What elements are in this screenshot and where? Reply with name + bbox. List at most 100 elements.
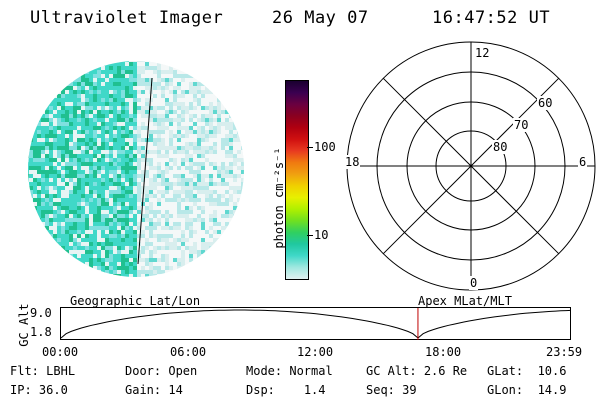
uv-pixel <box>81 146 85 150</box>
uv-pixel <box>217 98 221 102</box>
uv-pixel <box>201 230 205 234</box>
uv-pixel <box>125 166 129 170</box>
uv-pixel <box>73 174 77 178</box>
uv-pixel <box>229 210 233 214</box>
uv-pixel <box>28 118 29 122</box>
uv-pixel <box>89 234 93 238</box>
uv-pixel <box>93 226 97 230</box>
uv-pixel <box>145 102 149 106</box>
uv-pixel <box>181 102 185 106</box>
uv-pixel <box>45 114 49 118</box>
uv-pixel <box>153 150 157 154</box>
uv-pixel <box>105 110 109 114</box>
uv-pixel <box>53 126 57 130</box>
uv-pixel <box>129 102 133 106</box>
uv-pixel <box>53 182 57 186</box>
uv-pixel <box>133 234 137 238</box>
uv-pixel <box>189 94 193 98</box>
uv-pixel <box>189 198 193 202</box>
uv-pixel <box>165 154 169 158</box>
uv-pixel <box>185 74 189 78</box>
uv-pixel <box>197 270 201 274</box>
uv-pixel <box>157 258 161 262</box>
uv-pixel <box>149 246 153 250</box>
uv-pixel <box>49 238 53 242</box>
uv-pixel <box>145 182 149 186</box>
uv-pixel <box>241 90 244 94</box>
uv-pixel <box>245 78 247 82</box>
uv-pixel <box>245 158 247 162</box>
uv-pixel <box>177 242 181 246</box>
uv-pixel <box>153 250 157 254</box>
uv-pixel <box>61 222 65 226</box>
uv-pixel <box>65 262 69 266</box>
orbit-altitude-curve <box>60 309 572 339</box>
uv-pixel <box>161 194 165 198</box>
uv-pixel <box>205 182 209 186</box>
uv-pixel <box>241 254 244 258</box>
uv-pixel <box>113 82 117 86</box>
uv-pixel <box>237 226 241 230</box>
uv-pixel <box>97 98 101 102</box>
uv-pixel <box>85 182 89 186</box>
uv-pixel <box>69 114 73 118</box>
uv-pixel <box>81 66 85 70</box>
uv-pixel <box>133 142 137 146</box>
uv-pixel <box>173 61 177 62</box>
uv-pixel <box>49 154 53 158</box>
uv-pixel <box>133 222 137 226</box>
uv-pixel <box>141 214 145 218</box>
uv-pixel <box>97 66 101 70</box>
uv-pixel <box>137 190 141 194</box>
uv-pixel <box>153 170 157 174</box>
uv-pixel <box>113 134 117 138</box>
uv-pixel <box>157 222 161 226</box>
uv-pixel <box>117 110 121 114</box>
uv-pixel <box>61 194 65 198</box>
uv-pixel <box>109 214 113 218</box>
uv-pixel <box>237 66 241 70</box>
uv-pixel <box>101 154 105 158</box>
uv-pixel <box>237 126 241 130</box>
uv-pixel <box>205 226 209 230</box>
uv-pixel <box>205 190 209 194</box>
uv-pixel <box>93 82 97 86</box>
uv-pixel <box>121 138 125 142</box>
uv-pixel <box>61 114 65 118</box>
uv-pixel <box>93 138 97 142</box>
uv-pixel <box>69 74 73 78</box>
uv-pixel <box>97 210 101 214</box>
uv-pixel <box>89 98 93 102</box>
uv-pixel <box>205 162 209 166</box>
uv-pixel <box>165 82 169 86</box>
uv-pixel <box>173 138 177 142</box>
uv-pixel <box>61 254 65 258</box>
uv-pixel <box>205 174 209 178</box>
uv-pixel <box>33 110 37 114</box>
uv-pixel <box>237 202 241 206</box>
uv-pixel <box>53 266 57 270</box>
uv-pixel <box>169 122 173 126</box>
uv-pixel <box>73 222 77 226</box>
uv-pixel <box>237 166 241 170</box>
uv-pixel <box>69 162 73 166</box>
uv-pixel <box>89 138 93 142</box>
uv-pixel <box>213 98 217 102</box>
uv-pixel <box>221 66 225 70</box>
uv-pixel <box>229 242 233 246</box>
uv-pixel <box>165 130 169 134</box>
uv-pixel <box>57 98 61 102</box>
uv-pixel <box>28 122 29 126</box>
uv-pixel <box>233 270 237 274</box>
uv-pixel <box>157 146 161 150</box>
uv-pixel <box>41 142 45 146</box>
uv-pixel <box>73 274 77 277</box>
uv-pixel <box>45 154 49 158</box>
uv-pixel <box>157 234 161 238</box>
uv-pixel <box>81 150 85 154</box>
uv-pixel <box>125 178 129 182</box>
uv-pixel <box>141 118 145 122</box>
uv-pixel <box>241 62 244 66</box>
uv-pixel <box>53 274 57 277</box>
uv-pixel <box>45 174 49 178</box>
